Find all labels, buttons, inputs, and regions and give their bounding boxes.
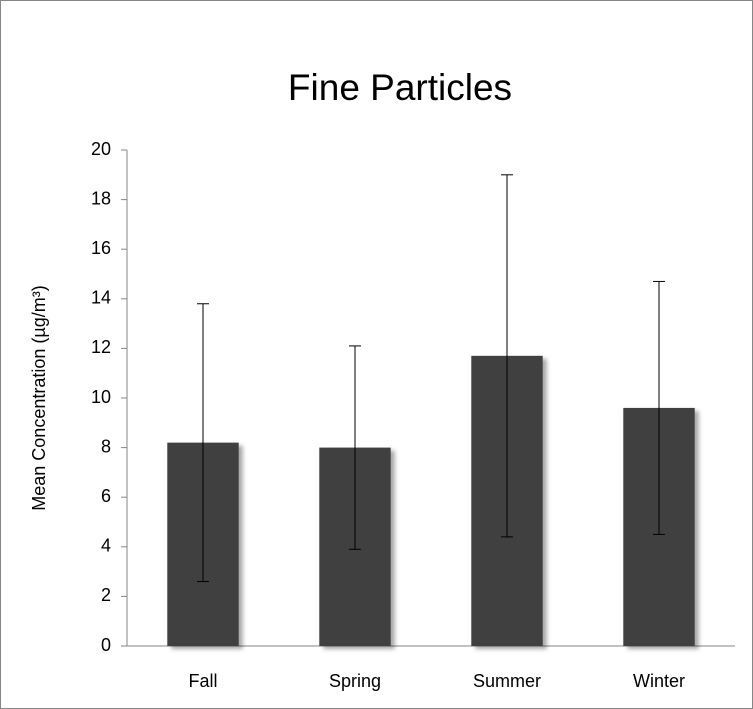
y-tick-label: 8 <box>101 436 111 456</box>
y-tick-label: 6 <box>101 486 111 506</box>
y-tick-label: 16 <box>91 238 111 258</box>
x-tick-label: Winter <box>633 671 685 691</box>
y-tick-label: 0 <box>101 635 111 655</box>
x-tick-label: Fall <box>188 671 217 691</box>
y-tick-label: 20 <box>91 139 111 159</box>
y-axis-title: Mean Concentration (µg/m³) <box>29 285 49 510</box>
x-tick-label: Summer <box>473 671 541 691</box>
y-tick-label: 4 <box>101 536 111 556</box>
y-tick-label: 18 <box>91 188 111 208</box>
error-bar <box>501 174 513 538</box>
y-tick-label: 10 <box>91 387 111 407</box>
chart-title: Fine Particles <box>288 67 512 108</box>
y-tick-label: 12 <box>91 337 111 357</box>
error-bar <box>197 303 209 583</box>
error-bar <box>653 280 665 535</box>
error-bar <box>349 345 361 550</box>
y-tick-label: 2 <box>101 585 111 605</box>
x-tick-label: Spring <box>329 671 381 691</box>
y-tick-label: 14 <box>91 288 111 308</box>
